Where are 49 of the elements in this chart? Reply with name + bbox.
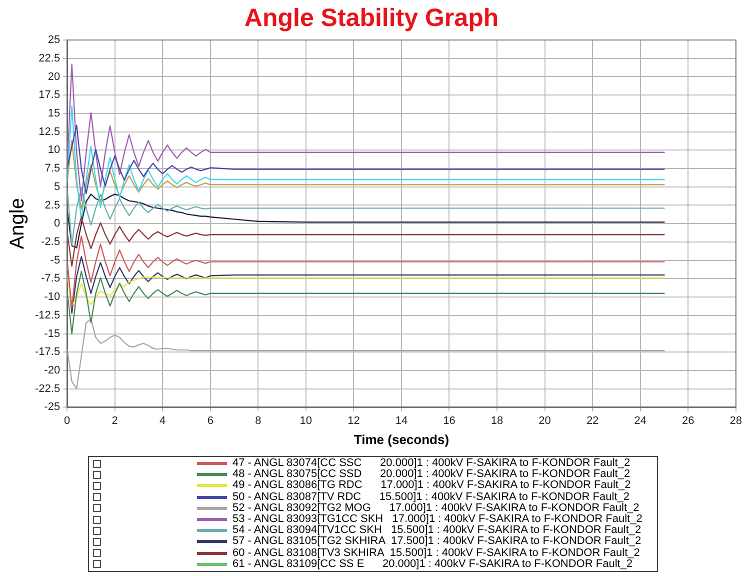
legend-label: 53 - ANGL 83093[TG1CC SKH 17.000]1 : 400kV F-SAKIRA to F-KONDOR Fault_2 — [232, 513, 642, 526]
y-tick-label: -22.5 — [34, 382, 60, 395]
legend-label: 60 - ANGL 83108[TV3 SKHIRA 15.500]1 : 400kV F-SAKIRA to F-KONDOR Fault_2 — [232, 546, 640, 559]
x-tick-label: 26 — [682, 414, 694, 427]
x-tick-label: 14 — [395, 414, 408, 427]
legend-label: 50 - ANGL 83087[TV RDC 15.500]1 : 400kV F-SAKIRA to F-KONDOR Fault_2 — [232, 490, 630, 503]
chart-title: Angle Stability Graph — [244, 4, 499, 32]
y-tick-label: -5 — [50, 254, 60, 266]
y-tick-label: -7.5 — [41, 272, 60, 285]
y-tick-label: 17.5 — [38, 89, 60, 102]
y-tick-label: 12.5 — [38, 126, 60, 138]
y-tick-label: 22.5 — [38, 52, 60, 64]
x-axis-title: Time (seconds) — [354, 432, 450, 447]
y-tick-label: 25 — [48, 34, 60, 46]
x-tick-label: 12 — [348, 414, 360, 427]
x-tick-label: 4 — [160, 414, 166, 427]
y-tick-label: -20 — [44, 364, 60, 377]
x-tick-label: 16 — [443, 414, 456, 427]
y-tick-label: -10 — [44, 291, 60, 304]
y-axis-title: Angle — [6, 198, 29, 250]
x-tick-label: 20 — [538, 414, 551, 427]
y-tick-label: -17.5 — [34, 346, 60, 358]
x-tick-label: 28 — [730, 414, 742, 427]
y-tick-label: -2.5 — [41, 236, 60, 248]
y-tick-label: -12.5 — [34, 309, 60, 322]
y-tick-label: 7.5 — [44, 162, 60, 175]
y-tick-label: -15 — [44, 328, 60, 340]
legend-label: 54 - ANGL 83094[TV1CC SKH 15.500]1 : 400kV F-SAKIRA to F-KONDOR Fault_2 — [232, 524, 642, 536]
y-tick-label: -25 — [44, 401, 60, 414]
y-tick-label: 20 — [48, 70, 60, 83]
y-tick-label: 15 — [48, 107, 60, 120]
y-tick-label: 10 — [48, 144, 60, 156]
x-tick-label: 0 — [64, 414, 70, 427]
legend-label: 61 - ANGL 83109[CC SS E 20.000]1 : 400kV F-SAKIRA to F-KONDOR Fault_2 — [232, 558, 633, 570]
y-tick-label: 2.5 — [44, 199, 60, 212]
legend-label: 57 - ANGL 83105[TG2 SKHIRA 17.500]1 : 400kV F-SAKIRA to F-KONDOR Fault_2 — [232, 535, 642, 548]
y-tick-label: 5 — [54, 180, 60, 193]
x-tick-label: 18 — [490, 414, 504, 427]
x-tick-label: 22 — [586, 414, 599, 427]
legend-label: 47 - ANGL 83074[CC SSC 20.000]1 : 400kV F-SAKIRA to F-KONDOR Fault_2 — [232, 457, 630, 470]
legend-label: 48 - ANGL 83075[CC SSD 20.000]1 : 400kV F-SAKIRA to F-KONDOR Fault_2 — [232, 468, 630, 480]
x-tick-label: 6 — [207, 414, 214, 427]
legend-label: 49 - ANGL 83086[TG RDC 17.000]1 : 400kV F-SAKIRA to F-KONDOR Fault_2 — [232, 479, 631, 492]
x-tick-label: 2 — [112, 414, 118, 427]
x-tick-label: 24 — [634, 414, 646, 427]
x-tick-label: 8 — [255, 414, 262, 427]
x-tick-label: 10 — [300, 414, 312, 427]
y-tick-label: 0 — [54, 218, 60, 230]
legend-label: 52 - ANGL 83092[TG2 MOG 17.000]1 : 400kV F-SAKIRA to F-KONDOR Fault_2 — [232, 502, 640, 514]
